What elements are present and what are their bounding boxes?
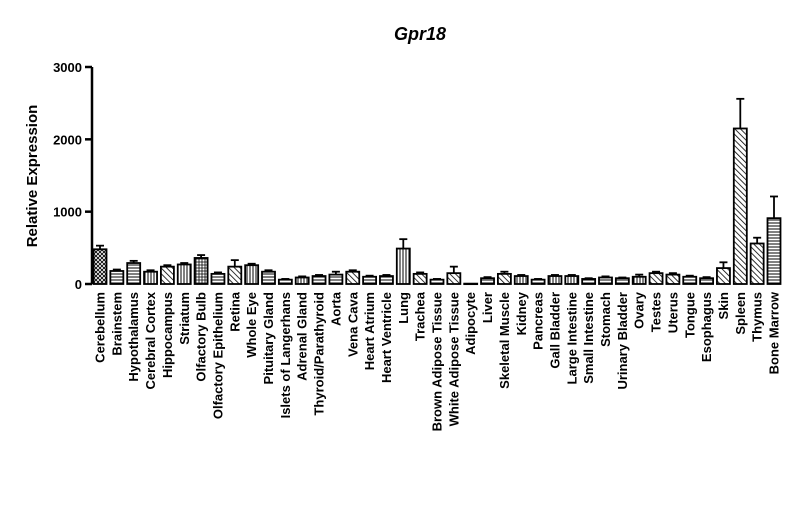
bar (598, 276, 613, 285)
x-tick-label: Kidney (514, 291, 529, 335)
bar (311, 275, 327, 285)
x-tick-label: Adipocyte (463, 292, 478, 355)
x-tick-label: Striatum (177, 292, 192, 345)
bar (92, 248, 108, 285)
bar (193, 257, 209, 285)
x-tick-label: Cerebral Cortex (143, 291, 158, 389)
x-tick-label: Trachea (413, 291, 428, 341)
x-tick-label: Heart Atrium (362, 292, 377, 370)
x-tick-label: Cerebellum (93, 292, 108, 363)
x-tick-label: Pancreas (531, 292, 546, 350)
x-tick-label: Ovary (632, 291, 647, 329)
x-tick-label: Vena Cava (345, 291, 360, 357)
bar (294, 276, 310, 285)
y-axis-label: Relative Expression (24, 105, 41, 248)
bar (665, 273, 681, 285)
x-tick-label: Skin (716, 292, 731, 320)
bar (379, 275, 394, 285)
bar (766, 217, 782, 285)
bar (395, 247, 411, 285)
y-tick-label: 1000 (53, 205, 82, 220)
bar (530, 278, 546, 285)
x-tick-label: Urinary Bladder (615, 292, 630, 390)
x-tick-label: Liver (480, 292, 495, 323)
x-tick-label: Hippocampus (160, 292, 175, 378)
bar (143, 270, 158, 285)
x-tick-label: Hypothalamus (126, 292, 141, 382)
x-tick-label: Retina (227, 291, 242, 332)
bar (699, 277, 714, 285)
bar (412, 272, 428, 285)
bars (92, 97, 782, 286)
x-tick-label: Brainstem (109, 292, 124, 356)
x-tick-label: Testes (649, 292, 664, 332)
bar (446, 272, 462, 285)
bar (176, 263, 192, 285)
bar (547, 275, 563, 285)
bar (429, 278, 445, 285)
x-tick-label: Aorta (328, 291, 343, 326)
y-tick-label: 2000 (53, 132, 82, 147)
x-tick-labels: Cerebellum Brainstem Hypothalamus Cerebral … (93, 291, 782, 431)
bar (581, 278, 597, 285)
bar (749, 242, 765, 285)
x-tick-label: Large Intestine (564, 292, 579, 384)
x-tick-label: Uterus (665, 292, 680, 333)
bar (362, 275, 378, 285)
bar (210, 272, 226, 285)
bar (126, 262, 142, 285)
x-tick-label: Stomach (598, 292, 613, 347)
x-tick-label: Thymus (750, 292, 765, 342)
y-tick-label: 3000 (53, 60, 82, 75)
bar (109, 270, 125, 285)
x-tick-label: Olfactory Epithelium (210, 292, 225, 419)
x-tick-label: White Adipose Tissue (446, 292, 461, 426)
x-tick-label: Heart Ventricle (379, 292, 394, 383)
x-tick-label: Whole Eye (244, 292, 259, 358)
bar (261, 270, 276, 285)
x-tick-label: Brown Adipose Tissue (430, 292, 445, 431)
bar (732, 127, 748, 285)
x-tick-label: Islets of Langerhans (278, 292, 293, 418)
x-tick-label: Gall Bladder (547, 292, 562, 369)
bar (159, 265, 175, 285)
bar (716, 267, 731, 285)
bar (328, 273, 344, 285)
bar (631, 275, 647, 285)
bar (227, 265, 243, 285)
x-tick-label: Esophagus (699, 292, 714, 362)
chart-title: Gpr18 (394, 24, 446, 44)
y-axis: 0 1000 2000 3000 (53, 60, 94, 292)
bar (480, 277, 495, 285)
bar (463, 282, 479, 286)
x-tick-label: Bone Marrow (767, 291, 782, 374)
bar (345, 270, 361, 285)
bar (277, 278, 293, 285)
x-tick-label: Olfactory Bulb (194, 292, 209, 382)
x-tick-label: Small Intestine (581, 292, 596, 384)
bar (564, 275, 580, 285)
x-tick-label: Lung (396, 292, 411, 324)
bar (496, 272, 512, 285)
x-tick-label: Skeletal Muscle (497, 292, 512, 389)
x-tick-label: Pituitary Gland (261, 292, 276, 385)
bar (682, 275, 698, 285)
y-tick-label: 0 (75, 277, 82, 292)
bar (614, 277, 630, 285)
bar (648, 272, 664, 285)
x-tick-label: Thyroid/Parathyroid (312, 292, 327, 416)
x-tick-label: Adrenal Gland (295, 292, 310, 381)
x-tick-label: Tongue (682, 292, 697, 338)
x-tick-label: Spleen (733, 292, 748, 335)
bar (513, 275, 529, 285)
bar (244, 264, 260, 285)
